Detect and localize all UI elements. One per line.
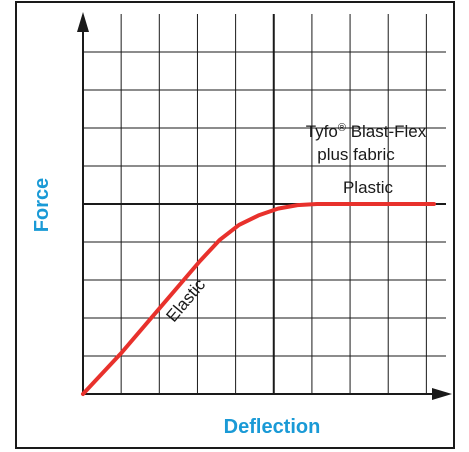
annotation-plastic: Plastic [343, 178, 394, 197]
annotation-product-brand: Tyfo [306, 122, 338, 141]
axes [77, 12, 452, 400]
annotation-product-line1: Tyfo® Blast-Flex [306, 122, 427, 141]
y-axis-arrow [77, 12, 89, 32]
x-axis-title: Deflection [224, 416, 321, 438]
series-line-0 [81, 202, 436, 396]
x-axis-arrow [432, 388, 452, 400]
annotation-registered-mark: ® [338, 122, 346, 134]
chart-frame [15, 1, 455, 449]
annotation-product-line2: plus fabric [317, 145, 395, 164]
y-axis-title: Force [31, 178, 53, 232]
annotation-product-rest: Blast-Flex [346, 122, 427, 141]
series [81, 202, 436, 396]
